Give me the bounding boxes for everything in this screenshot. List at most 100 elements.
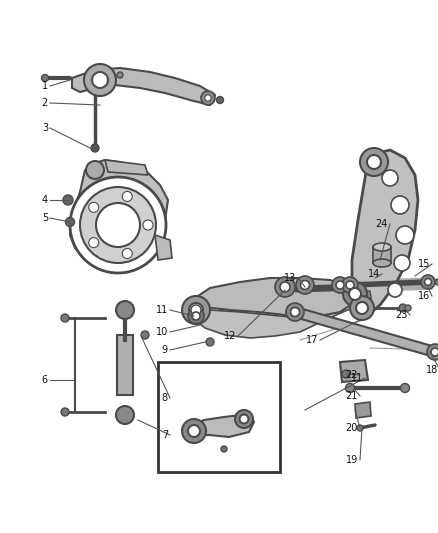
- Polygon shape: [155, 235, 172, 260]
- Polygon shape: [355, 402, 371, 418]
- Circle shape: [201, 91, 215, 105]
- Circle shape: [357, 425, 363, 431]
- Circle shape: [435, 279, 438, 285]
- Circle shape: [275, 277, 295, 297]
- Circle shape: [391, 196, 409, 214]
- Text: 5: 5: [42, 213, 48, 223]
- Text: 4: 4: [42, 195, 48, 205]
- Text: 7: 7: [162, 430, 168, 440]
- Circle shape: [240, 415, 248, 424]
- Circle shape: [216, 96, 223, 103]
- Circle shape: [189, 303, 203, 317]
- Circle shape: [360, 148, 388, 176]
- Circle shape: [388, 283, 402, 297]
- Circle shape: [66, 217, 74, 227]
- Circle shape: [356, 302, 368, 314]
- Text: 11: 11: [351, 373, 363, 383]
- Text: 20: 20: [346, 423, 358, 433]
- Circle shape: [431, 348, 438, 356]
- Polygon shape: [195, 300, 355, 338]
- Polygon shape: [348, 278, 432, 292]
- Circle shape: [399, 304, 407, 312]
- Circle shape: [84, 64, 116, 96]
- Circle shape: [300, 280, 310, 289]
- Ellipse shape: [373, 243, 391, 251]
- Circle shape: [80, 187, 156, 263]
- Text: 22: 22: [346, 370, 358, 380]
- Circle shape: [116, 301, 134, 319]
- Circle shape: [332, 277, 348, 293]
- Circle shape: [61, 408, 69, 416]
- Polygon shape: [352, 150, 418, 315]
- Text: 6: 6: [42, 375, 48, 385]
- Text: 11: 11: [156, 305, 168, 315]
- Circle shape: [42, 75, 49, 82]
- Text: 24: 24: [376, 219, 388, 229]
- Text: 2: 2: [42, 98, 48, 108]
- Circle shape: [206, 338, 214, 346]
- Circle shape: [235, 410, 253, 428]
- Text: 17: 17: [306, 335, 318, 345]
- Text: 12: 12: [224, 331, 236, 341]
- Circle shape: [192, 312, 200, 320]
- Circle shape: [424, 279, 431, 286]
- Circle shape: [86, 161, 104, 179]
- Ellipse shape: [373, 259, 391, 267]
- Circle shape: [280, 282, 290, 292]
- Circle shape: [350, 296, 374, 320]
- Circle shape: [336, 281, 344, 289]
- Circle shape: [367, 155, 381, 169]
- Circle shape: [63, 195, 73, 205]
- Circle shape: [394, 255, 410, 271]
- Circle shape: [221, 446, 227, 452]
- Polygon shape: [105, 160, 148, 175]
- Circle shape: [427, 344, 438, 360]
- Text: 9: 9: [162, 345, 168, 355]
- Text: 19: 19: [346, 455, 358, 465]
- Circle shape: [182, 296, 210, 324]
- Circle shape: [349, 288, 361, 300]
- Polygon shape: [366, 291, 373, 313]
- Polygon shape: [293, 282, 367, 296]
- Circle shape: [188, 425, 200, 437]
- Circle shape: [342, 370, 350, 378]
- Circle shape: [92, 72, 108, 88]
- Circle shape: [117, 72, 123, 78]
- Circle shape: [396, 226, 414, 244]
- Polygon shape: [340, 360, 368, 382]
- Circle shape: [182, 419, 206, 443]
- Text: 23: 23: [396, 310, 408, 320]
- Polygon shape: [72, 68, 215, 105]
- Circle shape: [122, 191, 132, 201]
- Polygon shape: [184, 414, 254, 437]
- Bar: [158, 362, 280, 472]
- Polygon shape: [70, 160, 168, 272]
- Text: 18: 18: [426, 365, 438, 375]
- Bar: [117, 335, 133, 395]
- Circle shape: [143, 220, 153, 230]
- Polygon shape: [185, 278, 358, 318]
- Circle shape: [141, 331, 149, 339]
- Circle shape: [61, 314, 69, 322]
- Text: 13: 13: [284, 273, 296, 283]
- Circle shape: [400, 384, 410, 392]
- Circle shape: [89, 238, 99, 248]
- Circle shape: [342, 277, 358, 293]
- Circle shape: [191, 305, 201, 315]
- Polygon shape: [293, 307, 436, 357]
- Text: 16: 16: [418, 291, 430, 301]
- Circle shape: [205, 95, 211, 101]
- Circle shape: [286, 303, 304, 321]
- Circle shape: [89, 203, 99, 212]
- Circle shape: [290, 308, 300, 317]
- Text: 21: 21: [346, 391, 358, 401]
- Bar: [373, 247, 391, 263]
- Circle shape: [116, 406, 134, 424]
- Circle shape: [296, 276, 314, 294]
- Text: 10: 10: [156, 327, 168, 337]
- Text: 15: 15: [417, 259, 430, 269]
- Text: 1: 1: [42, 81, 48, 91]
- Circle shape: [188, 308, 204, 324]
- Circle shape: [346, 281, 354, 289]
- Circle shape: [343, 282, 367, 306]
